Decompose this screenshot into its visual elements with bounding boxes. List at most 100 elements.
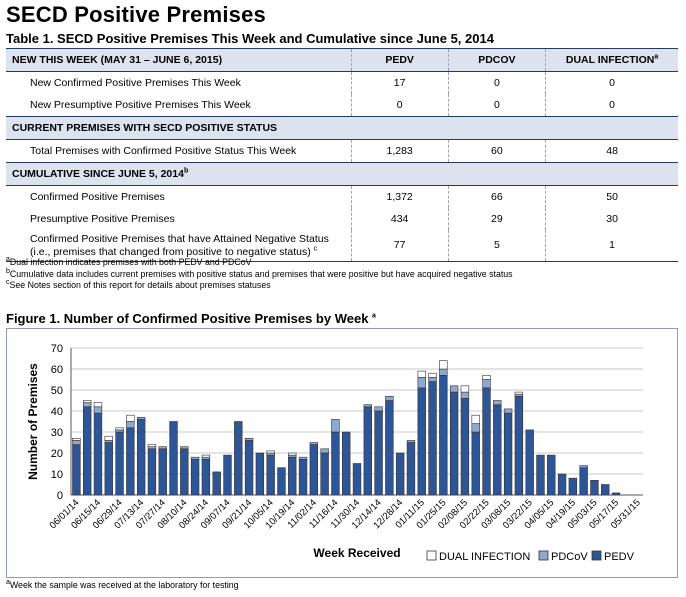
table-row: Presumptive Positive Premises 434 29 30 [6,208,678,230]
row-label: New Presumptive Positive Premises This W… [30,99,251,111]
header-label: NEW THIS WEEK (MAY 31 – JUNE 6, 2015) [6,48,352,72]
bar-pdcov [244,438,254,441]
bar-pdcov [298,456,308,460]
table-row: Confirmed Positive Premises that have At… [6,230,678,262]
bar-pdcov [331,419,340,433]
table-row: New Presumptive Positive Premises This W… [6,94,678,117]
note-text: Cumulative data includes current premise… [9,268,513,279]
legend-swatch [538,550,549,561]
bar-pedv [482,387,491,496]
row-label-line2: (i.e., premises that changed from positi… [30,246,311,258]
bar-dual-infection [115,427,124,431]
header-dual-sup: a [654,53,659,61]
section-label-text: CUMULATIVE SINCE JUNE 5, 2014 [12,168,184,180]
bar-pedv [406,442,416,496]
y-tick-label: 60 [51,364,63,376]
bar-pedv [417,387,426,496]
bar-pedv [525,429,534,496]
figure-footnote: aWeek the sample was received at the lab… [6,579,239,590]
table-row: New Confirmed Positive Premises This Wee… [6,71,678,94]
section-label: CUMULATIVE SINCE JUNE 5, 2014b [6,162,678,186]
bar-dual-infection [417,370,426,378]
bar-pdcov [147,446,157,450]
bar-pedv [460,398,470,496]
bar-pdcov [180,446,189,450]
row-label: Confirmed Positive Premises that have At… [6,230,352,262]
bar-pedv [136,419,146,496]
bar-pdcov [406,440,416,443]
cell-pedv: 434 [350,208,449,230]
bar-pedv [503,412,513,496]
cell-pedv: 17 [350,71,449,94]
bar-dual-infection [482,374,491,380]
bar-pdcov [201,456,211,460]
bar-pedv [212,471,221,496]
note-marker: b [6,267,10,275]
bar-dual-infection [428,372,437,378]
section-sup: b [183,167,189,175]
figure-title-sup: a [372,312,376,320]
header-pedv: PEDV [350,48,449,72]
row-sup: c [313,245,318,253]
row-label: Total Premises with Confirmed Positive S… [30,145,297,157]
cell-dual: 0 [545,94,678,117]
footnote-marker: a [6,579,10,587]
bar-pedv [298,459,308,496]
bar-pdcov [439,368,448,376]
table-header-row: NEW THIS WEEK (MAY 31 – JUNE 6, 2015) PE… [6,48,678,72]
bar-pdcov [158,446,167,450]
figure-title-text: Figure 1. Number of Confirmed Positive P… [6,311,369,326]
cell-pdcov: 66 [447,185,546,208]
y-axis-title: Number of Premises [26,363,40,480]
bar-dual-infection [201,454,211,458]
bar-pedv [352,463,362,496]
bar-dual-infection [104,435,113,441]
bar-pedv [309,444,319,496]
bar-pedv [385,400,394,496]
bar-pedv [439,374,448,496]
bar-pedv [234,421,243,496]
bar-pedv [514,396,524,496]
bar-pdcov [417,377,426,389]
bar-pedv [180,448,189,496]
bar-dual-infection [147,444,157,447]
legend-label: DUAL INFECTION [439,551,530,563]
bar-pedv [590,480,599,496]
footnote-text: Week the sample was received at the labo… [9,580,239,590]
bar-pedv [83,406,92,496]
header-dual: DUAL INFECTIONa [545,48,678,72]
bar-pdcov [104,440,113,443]
bar-pedv [471,431,480,496]
bar-pedv [288,456,297,496]
bar-dual-infection [471,414,480,424]
row-label: Presumptive Positive Premises [30,213,175,225]
cell-pdcov: 29 [447,208,546,230]
cell-pdcov: 0 [447,94,546,117]
bar-pdcov [503,408,513,414]
legend-swatch [426,550,437,561]
cell-pdcov: 5 [447,230,546,262]
cell-pedv: 1,283 [350,139,449,163]
chart-frame: 0 10 20 30 40 50 60 70 06/01/14 06/15/14 06/29/14 0… [6,328,678,578]
bar-pdcov [493,400,502,405]
section-label: CURRENT PREMISES WITH SECD POSITIVE STAT… [6,116,678,140]
bar-pedv [601,484,610,496]
bar-pdcov [126,421,135,429]
table-notes: aDual infection indicates premises with … [6,256,513,292]
bar-pedv [93,412,103,496]
y-tick-label: 70 [51,343,63,355]
bar-dual-infection [93,402,103,408]
legend-swatch [591,550,602,561]
bar-pdcov [385,396,394,401]
bar-pdcov [471,423,480,433]
bar-pedv [190,459,200,496]
bar-dual-infection [266,450,275,454]
header-dual-text: DUAL INFECTION [565,54,655,66]
section-row-cumulative: CUMULATIVE SINCE JUNE 5, 2014b [6,162,678,186]
bar-pdcov [190,456,200,460]
bar-pedv [169,421,178,496]
bar-pedv [428,381,437,496]
bar-pedv [255,452,265,496]
bar-pdcov [93,406,103,414]
cell-pedv: 1,372 [350,185,449,208]
